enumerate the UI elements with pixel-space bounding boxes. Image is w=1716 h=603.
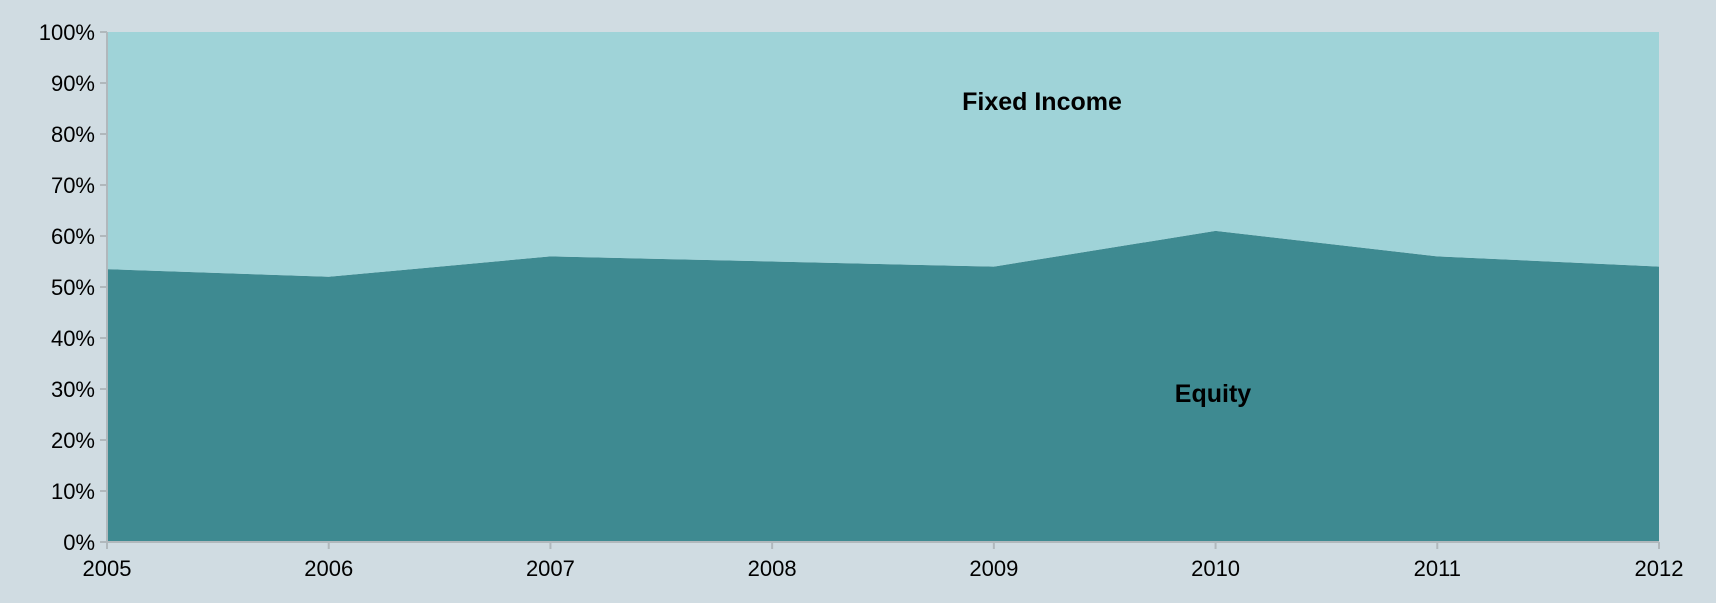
- y-tick-label: 0%: [63, 530, 95, 555]
- x-tick-label: 2009: [969, 556, 1018, 581]
- x-tick-label: 2006: [304, 556, 353, 581]
- y-tick-label: 70%: [51, 173, 95, 198]
- y-tick-label: 20%: [51, 428, 95, 453]
- x-tick-label: 2010: [1191, 556, 1240, 581]
- y-tick-label: 60%: [51, 224, 95, 249]
- series-label-equity: Equity: [1175, 380, 1251, 408]
- x-tick-label: 2008: [748, 556, 797, 581]
- y-tick-label: 50%: [51, 275, 95, 300]
- y-tick-label: 90%: [51, 71, 95, 96]
- y-tick-label: 30%: [51, 377, 95, 402]
- y-tick-label: 40%: [51, 326, 95, 351]
- x-tick-label: 2012: [1635, 556, 1684, 581]
- area-equity: [107, 230, 1659, 542]
- area-fixed-income: [107, 32, 1659, 277]
- x-axis-ticks: 2005 2006 2007 2008 2009 2010 2011 2012: [83, 542, 1684, 581]
- y-axis-ticks: 0% 10% 20% 30% 40% 50% 60% 70% 80% 90% 100%: [39, 20, 107, 555]
- series-label-fixed-income: Fixed Income: [962, 88, 1122, 116]
- y-tick-label: 80%: [51, 122, 95, 147]
- x-tick-label: 2007: [526, 556, 575, 581]
- x-tick-label: 2005: [83, 556, 132, 581]
- y-tick-label: 100%: [39, 20, 95, 45]
- areas-group: [107, 32, 1659, 542]
- x-tick-label: 2011: [1414, 556, 1461, 581]
- y-tick-label: 10%: [51, 479, 95, 504]
